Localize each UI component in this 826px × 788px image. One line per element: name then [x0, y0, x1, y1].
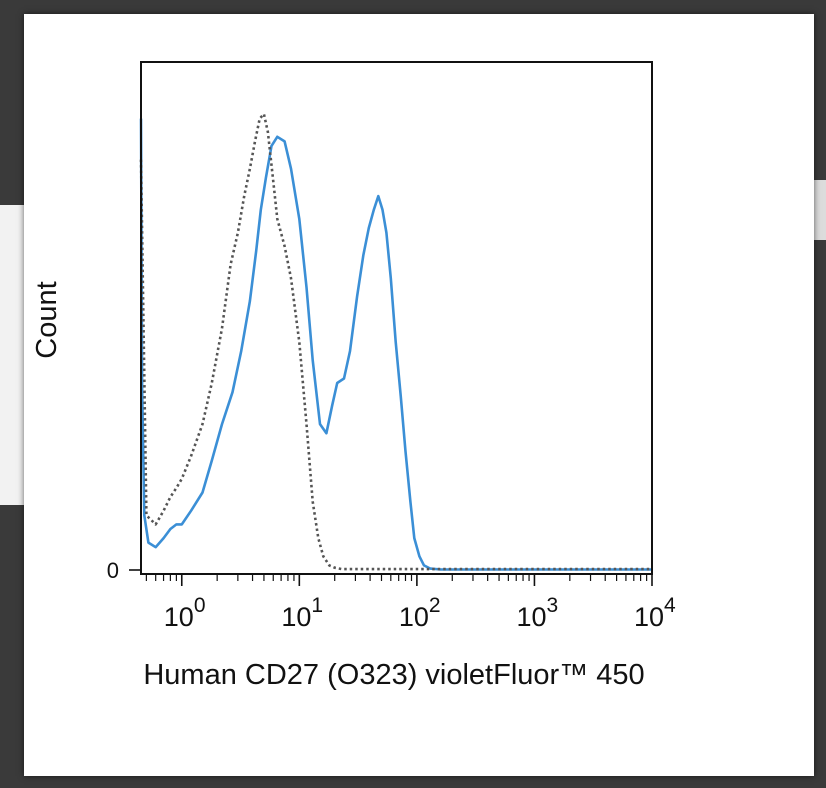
x-tick-label: 102	[399, 594, 441, 632]
x-tick-label: 101	[281, 594, 323, 632]
x-tick-label: 103	[516, 594, 558, 632]
y-axis-label: Count	[31, 281, 63, 358]
stained-histogram-line	[139, 118, 652, 571]
histogram-chart: 100 101 102 103 104 0 Human CD27 (O323) viol…	[31, 61, 676, 691]
x-tick-label: 100	[164, 594, 206, 632]
y-tick-label: 0	[107, 558, 119, 583]
plot-frame	[140, 61, 653, 575]
control-histogram-line	[139, 112, 652, 571]
background-window-edge	[0, 205, 24, 505]
y-axis: 0	[107, 558, 141, 583]
x-axis-label: Human CD27 (O323) violetFluor™ 450	[143, 659, 644, 691]
x-axis: 100 101 102 103 104	[145, 574, 676, 632]
x-tick-label: 104	[634, 594, 676, 632]
figure-panel: 100 101 102 103 104 0 Human CD27 (O323) viol…	[24, 14, 814, 776]
background-window-edge-right	[814, 180, 826, 240]
